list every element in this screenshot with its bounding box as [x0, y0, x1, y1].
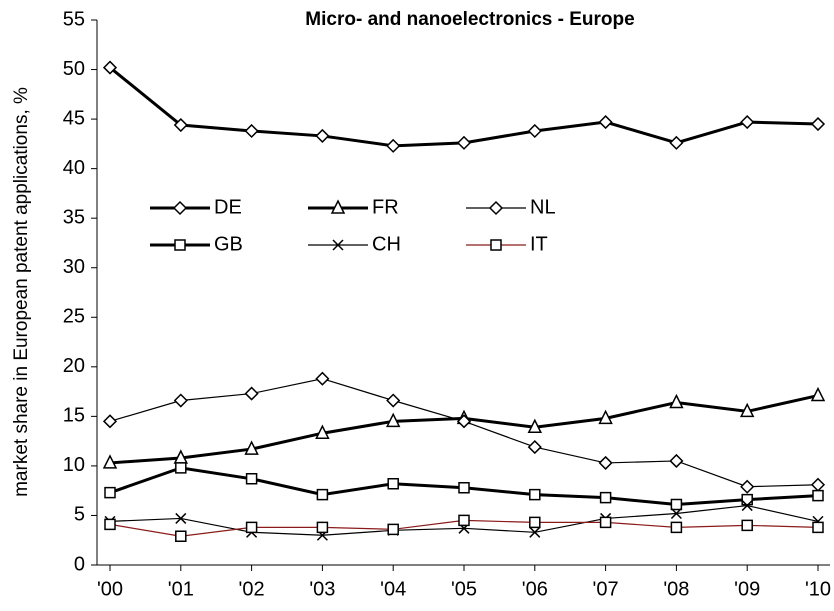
marker	[102, 414, 118, 429]
marker	[245, 521, 258, 534]
marker	[529, 526, 541, 538]
marker	[102, 60, 118, 75]
y-tick-label: 15	[63, 405, 85, 427]
x-tick-label: '05	[451, 578, 477, 600]
marker	[244, 386, 259, 401]
legend-label: CH	[372, 233, 401, 255]
series-line	[109, 394, 819, 465]
y-tick-label: 10	[63, 454, 85, 476]
marker	[456, 135, 472, 150]
marker	[458, 514, 470, 527]
marker	[669, 393, 684, 409]
y-tick-label: 45	[63, 107, 85, 129]
marker	[244, 440, 259, 455]
legend-label: NL	[530, 196, 556, 218]
y-tick-label: 0	[74, 553, 85, 575]
marker	[598, 409, 613, 425]
marker	[490, 239, 502, 251]
marker	[741, 519, 753, 532]
marker	[387, 477, 399, 490]
marker	[812, 489, 824, 502]
marker	[810, 386, 826, 402]
x-tick-label: '07	[593, 578, 619, 600]
marker	[175, 512, 187, 524]
marker	[670, 507, 682, 520]
marker	[175, 462, 187, 474]
marker	[810, 477, 826, 492]
marker	[104, 486, 116, 499]
marker	[599, 491, 612, 504]
y-tick-label: 20	[63, 355, 85, 377]
legend-label: DE	[214, 196, 242, 218]
marker	[315, 128, 330, 143]
marker	[488, 200, 504, 216]
legend-label: GB	[214, 233, 243, 255]
marker	[315, 424, 330, 439]
marker	[670, 521, 683, 534]
marker	[387, 523, 399, 536]
marker	[316, 521, 329, 534]
marker	[172, 200, 188, 216]
y-tick-label: 50	[63, 58, 85, 80]
x-tick-label: '10	[805, 578, 831, 600]
marker	[598, 455, 613, 470]
y-tick-label: 30	[63, 256, 85, 278]
legend-label: FR	[372, 196, 399, 218]
y-tick-label: 5	[74, 504, 85, 526]
marker	[741, 500, 753, 512]
marker	[385, 412, 401, 428]
marker	[529, 516, 541, 529]
marker	[527, 123, 542, 139]
marker	[386, 138, 401, 153]
marker	[332, 239, 344, 251]
marker	[458, 481, 470, 494]
marker	[244, 123, 259, 139]
marker	[739, 402, 755, 418]
y-tick-label: 25	[63, 306, 85, 328]
marker	[386, 393, 401, 408]
marker	[316, 488, 329, 501]
x-tick-label: '06	[522, 578, 548, 600]
marker	[599, 516, 612, 529]
marker	[315, 371, 330, 386]
marker	[527, 418, 543, 434]
x-tick-label: '00	[97, 578, 123, 600]
marker	[456, 414, 472, 429]
marker	[810, 116, 826, 132]
marker	[527, 440, 542, 455]
marker	[529, 488, 541, 501]
marker	[670, 498, 683, 511]
y-axis-label: market share in European patent applicat…	[11, 87, 32, 497]
marker	[102, 454, 118, 469]
y-tick-label: 55	[63, 8, 85, 30]
marker	[330, 199, 346, 214]
marker	[175, 530, 187, 543]
marker	[740, 115, 755, 130]
marker	[740, 479, 755, 494]
x-tick-label: '09	[734, 578, 760, 600]
legend-label: IT	[530, 233, 548, 255]
marker	[812, 521, 824, 534]
series-line	[109, 66, 819, 148]
marker	[104, 518, 116, 531]
marker	[598, 115, 613, 130]
series-line	[109, 378, 819, 488]
marker	[669, 453, 684, 469]
marker	[174, 239, 186, 251]
marker	[245, 473, 258, 485]
marker	[669, 135, 684, 150]
marker	[173, 117, 188, 133]
marker	[173, 393, 188, 408]
x-tick-label: '03	[309, 578, 335, 600]
x-tick-label: '08	[663, 578, 689, 600]
x-tick-label: '01	[168, 578, 194, 600]
x-tick-label: '04	[380, 578, 406, 600]
chart-title: Micro- and nanoelectronics - Europe	[305, 9, 634, 30]
y-tick-label: 35	[63, 206, 85, 228]
x-tick-label: '02	[239, 578, 265, 600]
y-tick-label: 40	[63, 157, 85, 179]
